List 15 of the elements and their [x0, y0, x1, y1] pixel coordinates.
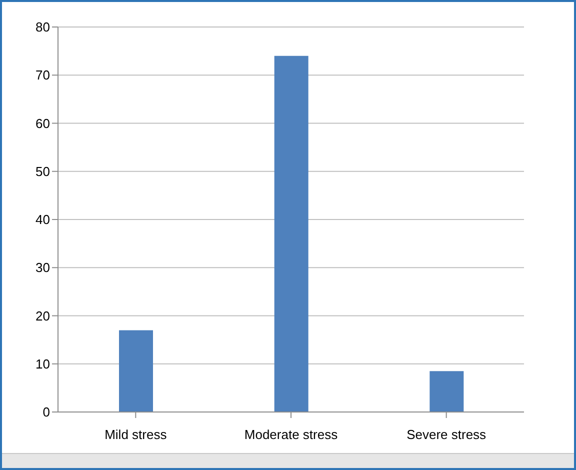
- bar: [119, 330, 153, 412]
- bar: [430, 371, 464, 412]
- y-tick-label: 10: [36, 356, 50, 372]
- x-tick-label: Moderate stress: [244, 427, 338, 442]
- y-tick-label: 50: [36, 164, 50, 179]
- y-tick-label: 70: [36, 68, 50, 83]
- y-tick-label: 80: [36, 20, 50, 35]
- x-tick-label: Mild stress: [104, 427, 168, 442]
- y-tick-label: 20: [36, 308, 50, 324]
- y-tick-label: 60: [36, 116, 50, 131]
- y-tick-label: 0: [42, 404, 50, 420]
- y-tick-label: 30: [36, 260, 50, 276]
- y-tick-label: 40: [36, 212, 50, 228]
- x-tick-label: Severe stress: [406, 427, 487, 442]
- bar: [274, 56, 308, 412]
